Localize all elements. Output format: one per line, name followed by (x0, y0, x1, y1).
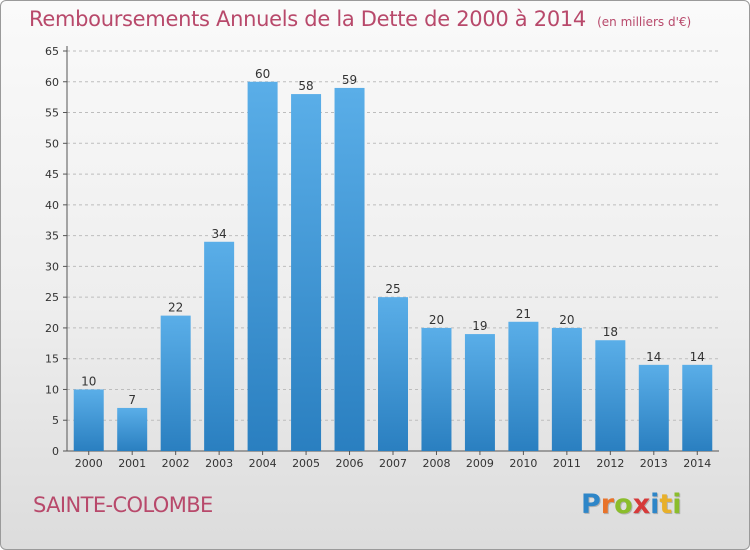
bar-2013 (638, 364, 669, 451)
data-label-2001: 7 (128, 393, 136, 407)
bar-2012 (595, 340, 626, 451)
y-tick-label: 30 (45, 260, 59, 273)
data-label-2002: 22 (168, 301, 183, 315)
x-tick-label-2006: 2006 (336, 457, 364, 470)
y-tick-label: 35 (45, 230, 59, 243)
logo-letter: x (632, 489, 651, 520)
bar-2006 (334, 87, 365, 451)
data-label-2014: 14 (690, 350, 705, 364)
y-tick-label: 10 (45, 383, 59, 396)
commune-name: SAINTE-COLOMBE (33, 493, 213, 517)
y-tick-label: 25 (45, 291, 59, 304)
x-tick-label-2005: 2005 (292, 457, 320, 470)
y-tick-label: 5 (52, 414, 59, 427)
logo-letter: r (600, 489, 615, 520)
bar-2002 (160, 315, 191, 451)
x-axis-ticks: 2000 2001 2002 2003 2004 2005 2006 2007 2008 2009… (75, 457, 712, 470)
data-label-2005: 58 (298, 79, 313, 93)
y-tick-label: 60 (45, 76, 59, 89)
logo-letter: P (581, 489, 601, 520)
logo-letter: i (672, 489, 682, 520)
data-label-2004: 60 (255, 67, 270, 81)
data-label-2010: 21 (516, 307, 531, 321)
bar-2014 (682, 364, 713, 451)
x-tick-label-2009: 2009 (466, 457, 494, 470)
bar-2010 (508, 321, 539, 451)
chart-title: Remboursements Annuels de la Dette de 20… (29, 7, 691, 31)
x-tick-label-2001: 2001 (118, 457, 146, 470)
x-tick-label-2008: 2008 (422, 457, 450, 470)
x-tick-label-2003: 2003 (205, 457, 233, 470)
data-label-2008: 20 (429, 313, 444, 327)
x-tick-label-2012: 2012 (596, 457, 624, 470)
y-tick-label: 40 (45, 199, 59, 212)
data-label-2011: 20 (559, 313, 574, 327)
y-tick-label: 55 (45, 107, 59, 120)
y-tick-label: 15 (45, 353, 59, 366)
y-tick-label: 65 (45, 45, 59, 58)
bars (73, 81, 713, 452)
x-tick-label-2010: 2010 (509, 457, 537, 470)
chart-title-main: Remboursements Annuels de la Dette de 20… (29, 7, 586, 31)
bar-2009 (464, 334, 495, 451)
proxiti-logo: Proxiti (581, 489, 682, 520)
y-tick-label: 0 (52, 445, 59, 458)
x-tick-label-2011: 2011 (553, 457, 581, 470)
bar-2003 (204, 241, 235, 451)
x-tick-label-2013: 2013 (640, 457, 668, 470)
bar-2004 (247, 81, 278, 452)
logo-letter: t (659, 489, 673, 520)
x-tick-label-2000: 2000 (75, 457, 103, 470)
data-label-2012: 18 (603, 325, 618, 339)
x-tick-label-2007: 2007 (379, 457, 407, 470)
logo-letter: o (614, 489, 633, 520)
x-tick-label-2014: 2014 (683, 457, 711, 470)
data-label-2013: 14 (646, 350, 661, 364)
bar-2008 (421, 327, 452, 451)
data-label-2009: 19 (472, 319, 487, 333)
x-tick-label-2004: 2004 (249, 457, 277, 470)
bar-2000 (73, 389, 104, 451)
y-tick-label: 45 (45, 168, 59, 181)
logo-letter: i (650, 489, 660, 520)
bar-2011 (551, 327, 582, 451)
y-tick-label: 20 (45, 322, 59, 335)
y-axis-ticks: 0 5 10 15 20 25 30 35 40 45 50 55 60 65 (45, 45, 59, 458)
data-label-2007: 25 (385, 282, 400, 296)
x-tick-label-2002: 2002 (162, 457, 190, 470)
data-labels: 10 7 22 34 60 58 59 25 20 19 21 20 18 14 14 (81, 67, 705, 407)
data-label-2000: 10 (81, 374, 96, 388)
bar-2001 (117, 407, 148, 451)
data-label-2003: 34 (211, 227, 226, 241)
data-label-2006: 59 (342, 73, 357, 87)
chart-title-unit: (en milliers d'€) (597, 15, 692, 29)
bar-2007 (378, 297, 408, 451)
bar-2005 (291, 94, 322, 452)
y-tick-label: 50 (45, 137, 59, 150)
